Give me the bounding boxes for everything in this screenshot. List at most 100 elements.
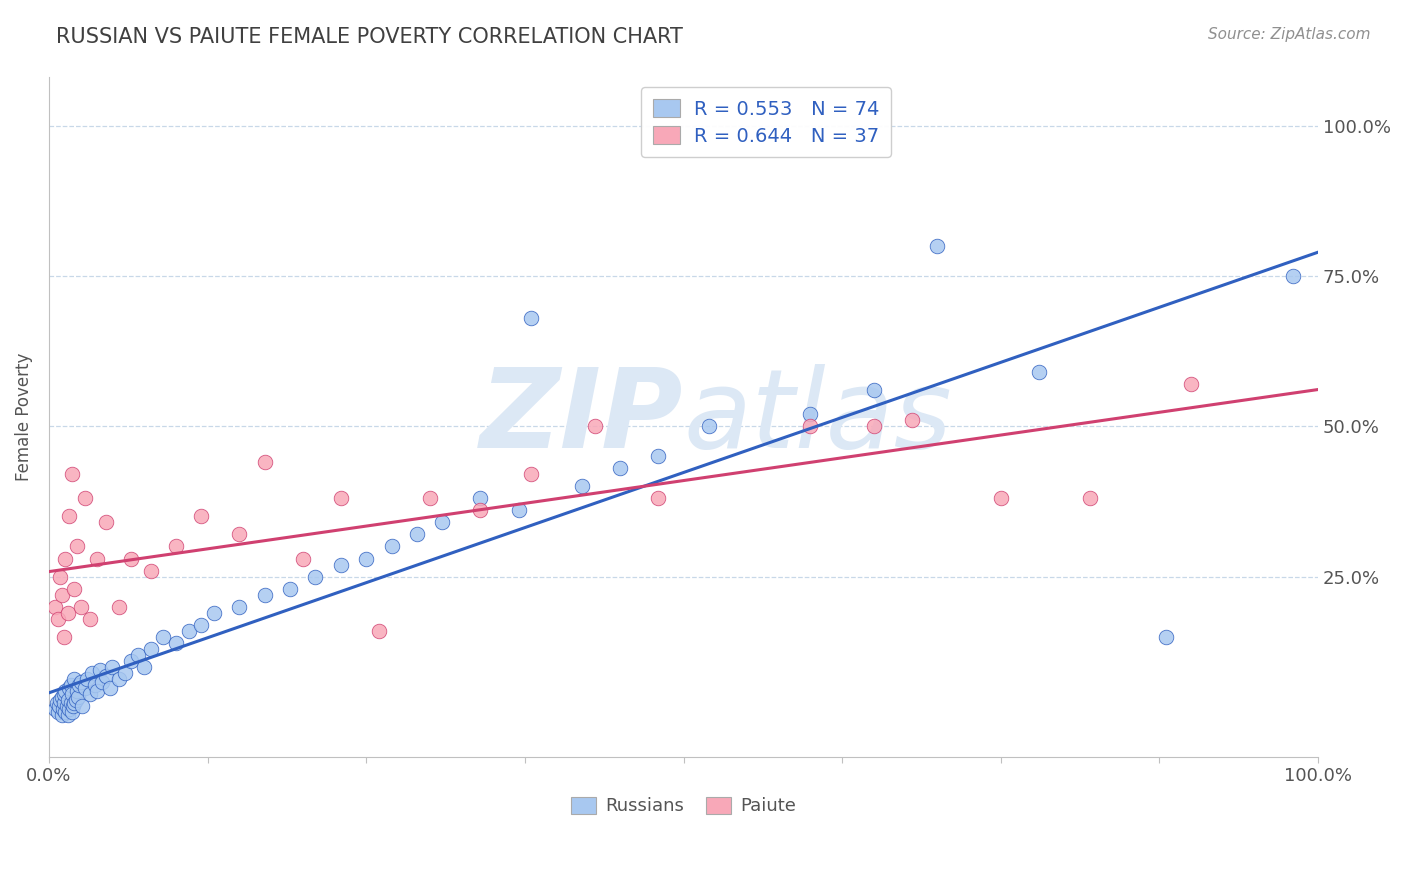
Text: ZIP: ZIP — [479, 364, 683, 471]
Point — [799, 407, 821, 421]
Point — [609, 461, 631, 475]
Point — [1028, 365, 1050, 379]
Point — [55, 698, 77, 713]
Point — [583, 419, 606, 434]
Point — [291, 551, 314, 566]
Point — [381, 540, 404, 554]
Point — [59, 696, 82, 710]
Point — [253, 588, 276, 602]
Point — [190, 617, 212, 632]
Point — [329, 491, 352, 506]
Point — [101, 659, 124, 673]
Point — [48, 698, 70, 713]
Point — [60, 687, 83, 701]
Point — [60, 467, 83, 482]
Point — [228, 599, 250, 614]
Point — [69, 674, 91, 689]
Point — [45, 696, 67, 710]
Point — [91, 674, 114, 689]
Point — [52, 702, 75, 716]
Point — [202, 606, 225, 620]
Point — [46, 612, 69, 626]
Point — [508, 503, 530, 517]
Point — [69, 599, 91, 614]
Point — [62, 698, 84, 713]
Point — [51, 707, 73, 722]
Point — [46, 705, 69, 719]
Point — [127, 648, 149, 662]
Point — [44, 599, 66, 614]
Point — [83, 678, 105, 692]
Point — [82, 665, 104, 680]
Point — [58, 681, 80, 695]
Point — [697, 419, 720, 434]
Point — [94, 669, 117, 683]
Point — [51, 690, 73, 704]
Text: Source: ZipAtlas.com: Source: ZipAtlas.com — [1208, 27, 1371, 42]
Point — [59, 678, 82, 692]
Point — [79, 612, 101, 626]
Point — [152, 630, 174, 644]
Point — [165, 636, 187, 650]
Point — [177, 624, 200, 638]
Point — [63, 582, 86, 596]
Point — [44, 702, 66, 716]
Point — [56, 606, 79, 620]
Point — [304, 569, 326, 583]
Point — [70, 698, 93, 713]
Point — [1281, 268, 1303, 283]
Point — [329, 558, 352, 572]
Point — [86, 683, 108, 698]
Point — [139, 641, 162, 656]
Point — [253, 455, 276, 469]
Point — [66, 683, 89, 698]
Point — [190, 509, 212, 524]
Point — [121, 654, 143, 668]
Point — [49, 569, 72, 583]
Point — [368, 624, 391, 638]
Point — [278, 582, 301, 596]
Point — [53, 687, 76, 701]
Point — [76, 672, 98, 686]
Point — [58, 509, 80, 524]
Point — [63, 672, 86, 686]
Point — [53, 696, 76, 710]
Text: RUSSIAN VS PAIUTE FEMALE POVERTY CORRELATION CHART: RUSSIAN VS PAIUTE FEMALE POVERTY CORRELA… — [56, 27, 683, 46]
Point — [107, 672, 129, 686]
Point — [470, 491, 492, 506]
Point — [65, 693, 87, 707]
Y-axis label: Female Poverty: Female Poverty — [15, 353, 32, 482]
Point — [60, 705, 83, 719]
Point — [98, 681, 121, 695]
Point — [901, 413, 924, 427]
Point — [66, 540, 89, 554]
Point — [67, 690, 90, 704]
Point — [863, 419, 886, 434]
Point — [89, 663, 111, 677]
Point — [990, 491, 1012, 506]
Point — [55, 683, 77, 698]
Point — [58, 702, 80, 716]
Point — [49, 693, 72, 707]
Point — [73, 681, 96, 695]
Point — [228, 527, 250, 541]
Point — [139, 564, 162, 578]
Point — [73, 491, 96, 506]
Point — [863, 383, 886, 397]
Point — [121, 551, 143, 566]
Point — [520, 310, 543, 325]
Point — [432, 516, 454, 530]
Point — [55, 551, 77, 566]
Point — [134, 659, 156, 673]
Point — [165, 540, 187, 554]
Text: atlas: atlas — [683, 364, 952, 471]
Point — [79, 687, 101, 701]
Point — [520, 467, 543, 482]
Point — [56, 693, 79, 707]
Legend: Russians, Paiute: Russians, Paiute — [564, 789, 803, 822]
Point — [799, 419, 821, 434]
Point — [647, 450, 669, 464]
Point — [55, 705, 77, 719]
Point — [114, 665, 136, 680]
Point — [406, 527, 429, 541]
